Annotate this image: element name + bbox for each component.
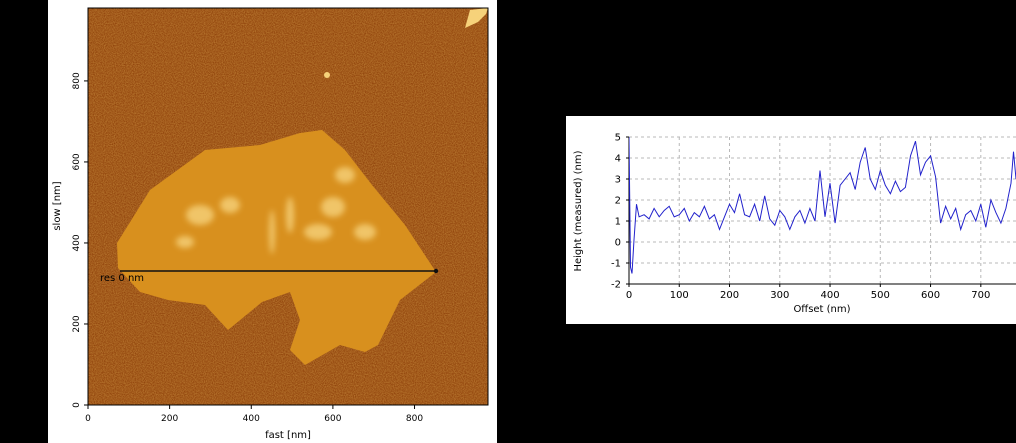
afm-x-tick-label: 400 (243, 414, 260, 424)
afm-highlight-0 (186, 205, 214, 225)
afm-x-tick-label: 200 (161, 414, 178, 424)
afm-x-tick-label: 600 (324, 414, 341, 424)
profile-x-tick-label: 400 (820, 290, 839, 301)
afm-particle (324, 72, 330, 78)
profile-y-tick-label: -1 (611, 259, 621, 270)
profile-y-tick-label: 2 (615, 196, 621, 207)
afm-flake-highlights (176, 167, 376, 254)
profile-y-tick-label: 0 (615, 238, 621, 249)
profile-panel: 0 100 200 300 400 500 600 700 -2 -1 0 1 2 3 4 5 Offset … (566, 116, 1016, 324)
afm-highlight-3 (321, 197, 345, 217)
afm-flake (117, 130, 436, 365)
profile-panel-background (566, 116, 1016, 324)
afm-highlight-7 (176, 236, 194, 248)
profile-y-tick-label: 3 (615, 175, 621, 186)
afm-y-tick-label: 0 (72, 402, 82, 408)
afm-panel: res 0 nm 0 200 400 600 800 0 200 400 600 800 fast… (48, 0, 497, 443)
afm-x-axis-label: fast [nm] (265, 430, 311, 441)
afm-axes: 0 200 400 600 800 0 200 400 600 800 (72, 72, 423, 424)
profile-y-tick-label: 4 (615, 154, 621, 165)
profile-y-axis-label: Height (measured) (nm) (573, 150, 584, 271)
afm-highlight-8 (335, 167, 355, 183)
profile-x-tick-label: 300 (770, 290, 789, 301)
profile-x-tick-label: 200 (720, 290, 739, 301)
profile-x-tick-label: 0 (626, 290, 632, 301)
profile-x-tick-label: 100 (670, 290, 689, 301)
profile-line-end-marker (433, 268, 439, 274)
afm-y-tick-label: 600 (72, 153, 82, 170)
profile-line-label: res 0 nm (100, 273, 144, 284)
afm-y-axis-label: slow [nm] (52, 181, 63, 230)
afm-x-tick-label: 800 (406, 414, 423, 424)
profile-x-tick-label: 500 (871, 290, 890, 301)
profile-y-tick-label: 5 (615, 133, 621, 144)
afm-x-tick-label: 0 (85, 414, 91, 424)
afm-corner-feature (465, 8, 488, 28)
afm-highlight-6 (269, 210, 275, 254)
profile-y-tick-label: 1 (615, 217, 621, 228)
afm-y-tick-label: 800 (72, 72, 82, 89)
height-profile-series-line (629, 137, 1016, 274)
profile-x-axis-label: Offset (nm) (793, 304, 850, 315)
afm-highlight-5 (286, 197, 294, 233)
profile-x-tick-label: 600 (921, 290, 940, 301)
profile-y-tick-label: -2 (611, 280, 621, 291)
profile-x-tick-label: 700 (971, 290, 990, 301)
afm-highlight-2 (304, 224, 332, 240)
afm-y-tick-label: 400 (72, 234, 82, 251)
afm-highlight-1 (220, 197, 240, 213)
profile-axes: 0 100 200 300 400 500 600 700 -2 -1 0 1 2 3 4 5 (611, 133, 990, 302)
afm-highlight-4 (354, 224, 376, 240)
afm-y-tick-label: 200 (72, 315, 82, 332)
afm-image-frame (87, 7, 489, 406)
